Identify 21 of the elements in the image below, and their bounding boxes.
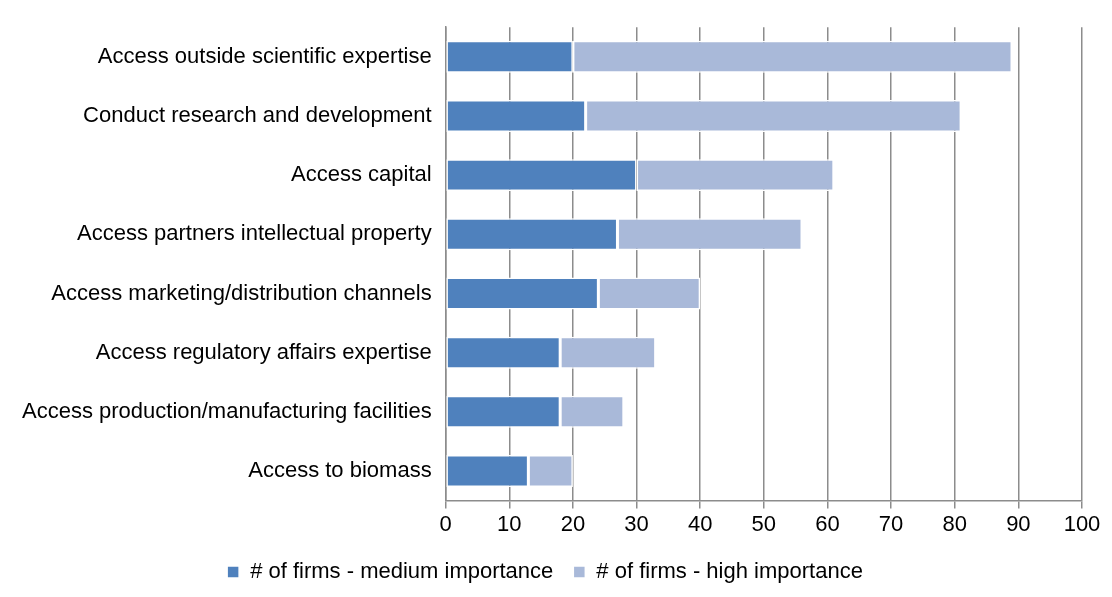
x-tick-label: 30 xyxy=(624,510,649,536)
x-tick-label: 50 xyxy=(751,510,777,536)
x-tick-label: 70 xyxy=(878,510,904,536)
x-tick-label: 0 xyxy=(439,510,452,536)
legend-label: # of firms - high importance xyxy=(596,558,863,584)
y-tick-label: Access partners intellectual property xyxy=(77,220,432,246)
x-tick-label: 100 xyxy=(1063,510,1101,536)
x-tick-label: 20 xyxy=(560,510,586,536)
y-tick-label: Conduct research and development xyxy=(83,102,432,128)
y-tick-label: Access regulatory affairs expertise xyxy=(95,338,432,364)
y-tick-label: Access outside scientific expertise xyxy=(97,42,432,68)
y-tick-label: Access capital xyxy=(291,161,432,187)
legend-label: # of firms - medium importance xyxy=(250,558,554,584)
y-tick-label: Access to biomass xyxy=(248,457,432,483)
y-tick-label: Access production/manufacturing facilities xyxy=(21,397,432,423)
x-tick-label: 40 xyxy=(687,510,713,536)
x-tick-label: 90 xyxy=(1006,510,1031,536)
x-tick-label: 10 xyxy=(497,510,522,536)
y-tick-label: Access marketing/distribution channels xyxy=(51,279,432,305)
x-tick-label: 80 xyxy=(942,510,967,536)
x-tick-label: 60 xyxy=(815,510,840,536)
